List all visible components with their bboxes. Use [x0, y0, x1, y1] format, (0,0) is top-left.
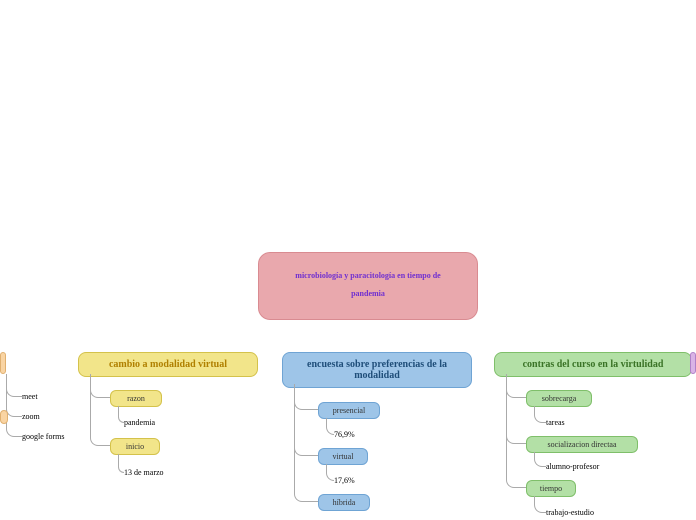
leaf: 17,6% [334, 476, 355, 485]
sub-virtual: virtual [318, 448, 368, 465]
partial-node [690, 352, 696, 374]
leaf: google forms [22, 432, 64, 441]
leaf: tareas [546, 418, 565, 427]
leaf: zoom [22, 412, 40, 421]
partial-node [0, 410, 8, 424]
connector [90, 374, 110, 446]
sub-inicio: inicio [110, 438, 160, 455]
sub-presencial: presencial [318, 402, 380, 419]
root-node: microbiología y paracitología en tiempo … [258, 252, 478, 320]
connector [534, 406, 546, 423]
leaf: pandemia [124, 418, 155, 427]
sub-tiempo: tiempo [526, 480, 576, 497]
leaf: 13 de marzo [124, 468, 164, 477]
branch-encuesta: encuesta sobre preferencias de lamodalid… [282, 352, 472, 388]
sub-social: socializacion directaa [526, 436, 638, 453]
connector [506, 374, 526, 488]
leaf: 76,9% [334, 430, 355, 439]
connector [294, 384, 318, 502]
connector [534, 496, 546, 513]
connector [534, 452, 546, 467]
leaf: trabajo-estudio [546, 508, 594, 517]
partial-node [0, 352, 6, 374]
connector [326, 464, 334, 481]
sub-razon: razon [110, 390, 162, 407]
sub-sobrecarga: sobrecarga [526, 390, 592, 407]
root-line1: microbiología y paracitología en tiempo … [279, 267, 457, 285]
connector [326, 418, 334, 435]
root-line2: pandemia [279, 285, 457, 303]
leaf: alumno-profesor [546, 462, 599, 471]
leaf: meet [22, 392, 38, 401]
sub-hibrida: híbrida [318, 494, 370, 511]
connector [6, 374, 22, 437]
